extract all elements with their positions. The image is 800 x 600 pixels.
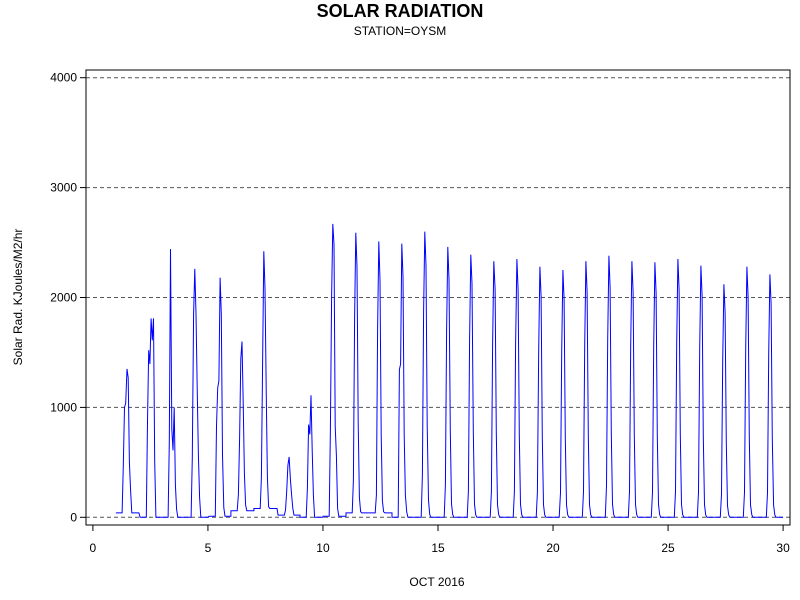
x-tick-label: 0 (90, 541, 97, 555)
x-tick-label: 30 (776, 541, 790, 555)
solar-radiation-series-line (115, 223, 784, 518)
chart-title: SOLAR RADIATION (316, 1, 484, 21)
y-tick-label: 2000 (50, 291, 77, 305)
y-tick-label: 1000 (50, 400, 77, 414)
x-axis-label: OCT 2016 (409, 575, 464, 589)
y-axis-label: Solar Rad. KJoules/M2/hr (11, 229, 25, 366)
chart-subtitle: STATION=OYSM (353, 24, 447, 38)
grid-lines (86, 77, 790, 518)
x-axis: 0 5 10 15 20 25 30 (90, 525, 790, 555)
x-tick-label: 20 (546, 541, 560, 555)
x-tick-label: 10 (316, 541, 330, 555)
y-tick-label: 0 (70, 510, 77, 524)
x-tick-label: 15 (431, 541, 445, 555)
y-tick-label: 4000 (50, 71, 77, 85)
y-axis: 0 1000 2000 3000 4000 (50, 71, 86, 524)
x-tick-label: 25 (661, 541, 675, 555)
y-tick-label: 3000 (50, 181, 77, 195)
x-tick-label: 5 (205, 541, 212, 555)
